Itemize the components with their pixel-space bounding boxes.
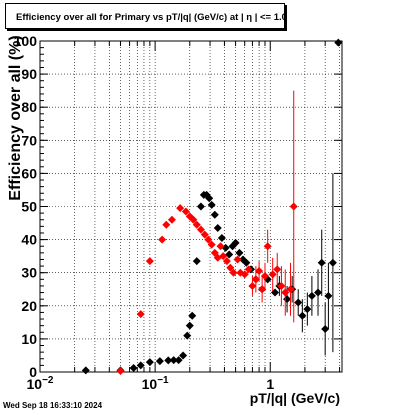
data-point-red (167, 215, 176, 224)
data-point-black (136, 361, 145, 370)
data-point-red (219, 252, 228, 261)
data-point-red (258, 285, 267, 294)
data-point-red (216, 242, 225, 251)
data-point-black (314, 288, 323, 297)
data-point-black (188, 311, 197, 320)
data-point-red (200, 230, 209, 239)
data-point-red (277, 281, 286, 290)
data-markers (81, 38, 343, 376)
data-point-red (207, 240, 216, 249)
data-point-red (196, 225, 205, 234)
data-point-red (248, 281, 257, 290)
x-tick-label: 10−1 (142, 375, 169, 392)
data-point-red (181, 207, 190, 216)
x-tick-label: 1 (266, 376, 274, 392)
data-point-black (334, 38, 343, 47)
data-point-black (242, 258, 251, 267)
data-point-red (251, 275, 260, 284)
data-point-black (235, 248, 244, 257)
data-point-red (286, 285, 295, 294)
data-point-black (145, 358, 154, 367)
data-point-black (321, 324, 330, 333)
title-box: Efficiency over all for Primary vs pT/|q… (5, 3, 287, 29)
data-point-red (176, 204, 185, 213)
y-tick-label: 10 (21, 331, 37, 347)
x-tick-label: 10−2 (27, 375, 54, 392)
data-point-red (268, 270, 277, 279)
data-point-red (136, 310, 145, 319)
data-point-red (255, 267, 264, 276)
data-point-red (244, 265, 253, 274)
data-point-black (210, 210, 219, 219)
data-point-black (298, 311, 307, 320)
data-point-black (183, 331, 192, 340)
data-point-black (207, 200, 216, 209)
data-point-black (155, 357, 164, 366)
data-point-red (233, 255, 242, 264)
y-tick-label: 80 (21, 99, 37, 115)
data-point-black (231, 238, 240, 247)
data-point-black (225, 250, 234, 259)
data-point-red (226, 263, 235, 272)
data-point-black (317, 258, 326, 267)
data-point-black (303, 305, 312, 314)
data-point-red (158, 235, 167, 244)
data-point-black (328, 258, 337, 267)
y-axis-label: Efficiency over all (%) (7, 35, 24, 201)
x-axis-label: pT/|q| (GeV/c) (249, 390, 340, 406)
data-point-red (204, 235, 213, 244)
data-point-red (263, 242, 272, 251)
data-point-red (189, 215, 198, 224)
data-point-red (240, 270, 249, 279)
data-point-red (273, 265, 282, 274)
data-point-black (196, 202, 205, 211)
data-point-red (162, 220, 171, 229)
chart-title: Efficiency over all for Primary vs pT/|q… (16, 12, 287, 23)
data-point-black (174, 356, 183, 365)
y-tick-label: 30 (21, 265, 37, 281)
data-point-black (164, 356, 173, 365)
data-point-black (213, 224, 222, 233)
data-point-red (229, 268, 238, 277)
y-tick-label: 70 (21, 132, 37, 148)
data-point-black (307, 291, 316, 300)
grid (39, 40, 342, 373)
axis-ticks: 0 10 20 30 40 50 60 70 80 90 100 10−2 10−1 1 (14, 33, 342, 392)
y-tick-label: 60 (21, 165, 37, 181)
data-point-red (116, 367, 125, 376)
data-point-black (129, 364, 138, 373)
y-tick-label: 20 (21, 298, 37, 314)
data-point-red (281, 288, 290, 297)
y-tick-label: 40 (21, 232, 37, 248)
data-point-red (222, 257, 231, 266)
data-point-black (169, 356, 178, 365)
data-point-black (205, 194, 214, 203)
data-point-black (283, 295, 292, 304)
y-tick-label: 50 (21, 199, 37, 215)
y-tick-label: 90 (21, 66, 37, 82)
data-point-black (294, 298, 303, 307)
data-point-red (192, 220, 201, 229)
data-point-black (217, 233, 226, 242)
data-point-black (179, 351, 188, 360)
data-point-black (81, 366, 90, 375)
y-tick-label: 100 (14, 33, 38, 49)
timestamp: Wed Sep 18 16:33:10 2024 (3, 401, 103, 410)
data-point-red (145, 257, 154, 266)
data-point-black (324, 291, 333, 300)
data-point-red (289, 202, 298, 211)
data-point-red (260, 272, 269, 281)
data-point-black (185, 321, 194, 330)
data-point-black (192, 257, 201, 266)
y-tick-label: 0 (29, 364, 37, 380)
